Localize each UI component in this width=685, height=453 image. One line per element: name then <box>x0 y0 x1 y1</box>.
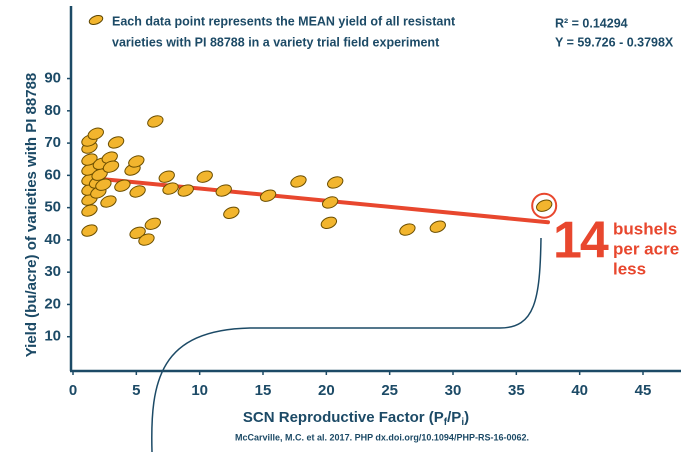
y-tick-label: 30 <box>44 263 61 280</box>
data-point <box>107 136 125 149</box>
data-point <box>81 153 98 166</box>
x-tick-label: 10 <box>191 382 208 399</box>
y-axis-label: Yield (bu/acre) of varieties with PI 887… <box>23 73 40 358</box>
legend-line: Each data point represents the MEAN yiel… <box>112 14 456 28</box>
x-axis-label: SCN Reproductive Factor (Pf/Pi) <box>243 409 469 428</box>
x-label-part: SCN Reproductive Factor (P <box>243 409 444 426</box>
data-point <box>320 216 338 229</box>
data-point <box>290 175 307 188</box>
y-tick-label: 50 <box>44 199 61 216</box>
x-tick-label: 5 <box>132 382 140 399</box>
data-point <box>100 195 117 208</box>
x-tick-label: 0 <box>69 382 77 399</box>
data-point <box>196 170 213 183</box>
data-point <box>81 224 98 237</box>
x-label-sub: i <box>461 417 464 428</box>
data-point <box>129 226 146 239</box>
y-tick-label: 90 <box>44 70 61 87</box>
data-point <box>95 178 112 191</box>
y-tick-label: 20 <box>44 295 61 312</box>
highlight-ring <box>531 192 558 219</box>
data-point <box>129 185 146 198</box>
data-point <box>259 189 277 202</box>
x-tick-label: 35 <box>508 382 525 399</box>
x-tick-label: 20 <box>318 382 335 399</box>
x-label-sub: f <box>444 417 448 428</box>
annotation-line: per acre <box>613 239 679 258</box>
data-point <box>327 176 344 189</box>
y-tick-label: 80 <box>44 102 61 119</box>
legend-line: varieties with PI 88788 in a variety tri… <box>112 35 440 49</box>
data-point <box>87 127 104 140</box>
data-point <box>177 184 194 197</box>
source: McCarville, M.C. et al. 2017. PHP dx.doi… <box>235 432 529 442</box>
equation: Y = 59.726 - 0.3798X <box>555 35 674 49</box>
y-tick-label: 70 <box>44 134 61 151</box>
data-point <box>162 182 179 195</box>
data-point <box>128 155 145 168</box>
data-point <box>215 184 232 197</box>
data-point <box>102 160 120 173</box>
r2: R² = 0.14294 <box>555 16 628 30</box>
data-point <box>147 115 164 128</box>
x-label-part: ) <box>464 409 469 426</box>
data-point <box>158 170 175 183</box>
y-tick-label: 40 <box>44 231 61 248</box>
annotation-number: 14 <box>553 212 609 270</box>
annotation-line: bushels <box>613 219 677 238</box>
data-point <box>114 179 131 192</box>
data-point <box>429 220 446 233</box>
data-point <box>399 223 416 236</box>
x-tick-label: 40 <box>571 382 588 399</box>
x-tick-label: 30 <box>445 382 462 399</box>
data-point <box>138 233 155 246</box>
x-tick-label: 45 <box>635 382 652 399</box>
legend-marker <box>88 15 104 25</box>
callout-curve <box>151 237 542 453</box>
x-tick-label: 25 <box>381 382 398 399</box>
y-tick-label: 60 <box>44 166 61 183</box>
data-point <box>223 206 240 219</box>
data-point <box>536 199 553 212</box>
y-tick-label: 10 <box>44 328 61 345</box>
data-point <box>321 196 339 209</box>
x-tick-label: 15 <box>255 382 272 399</box>
annotation-line: less <box>613 259 646 278</box>
data-point <box>144 217 161 230</box>
x-label-part: /P <box>447 409 461 426</box>
